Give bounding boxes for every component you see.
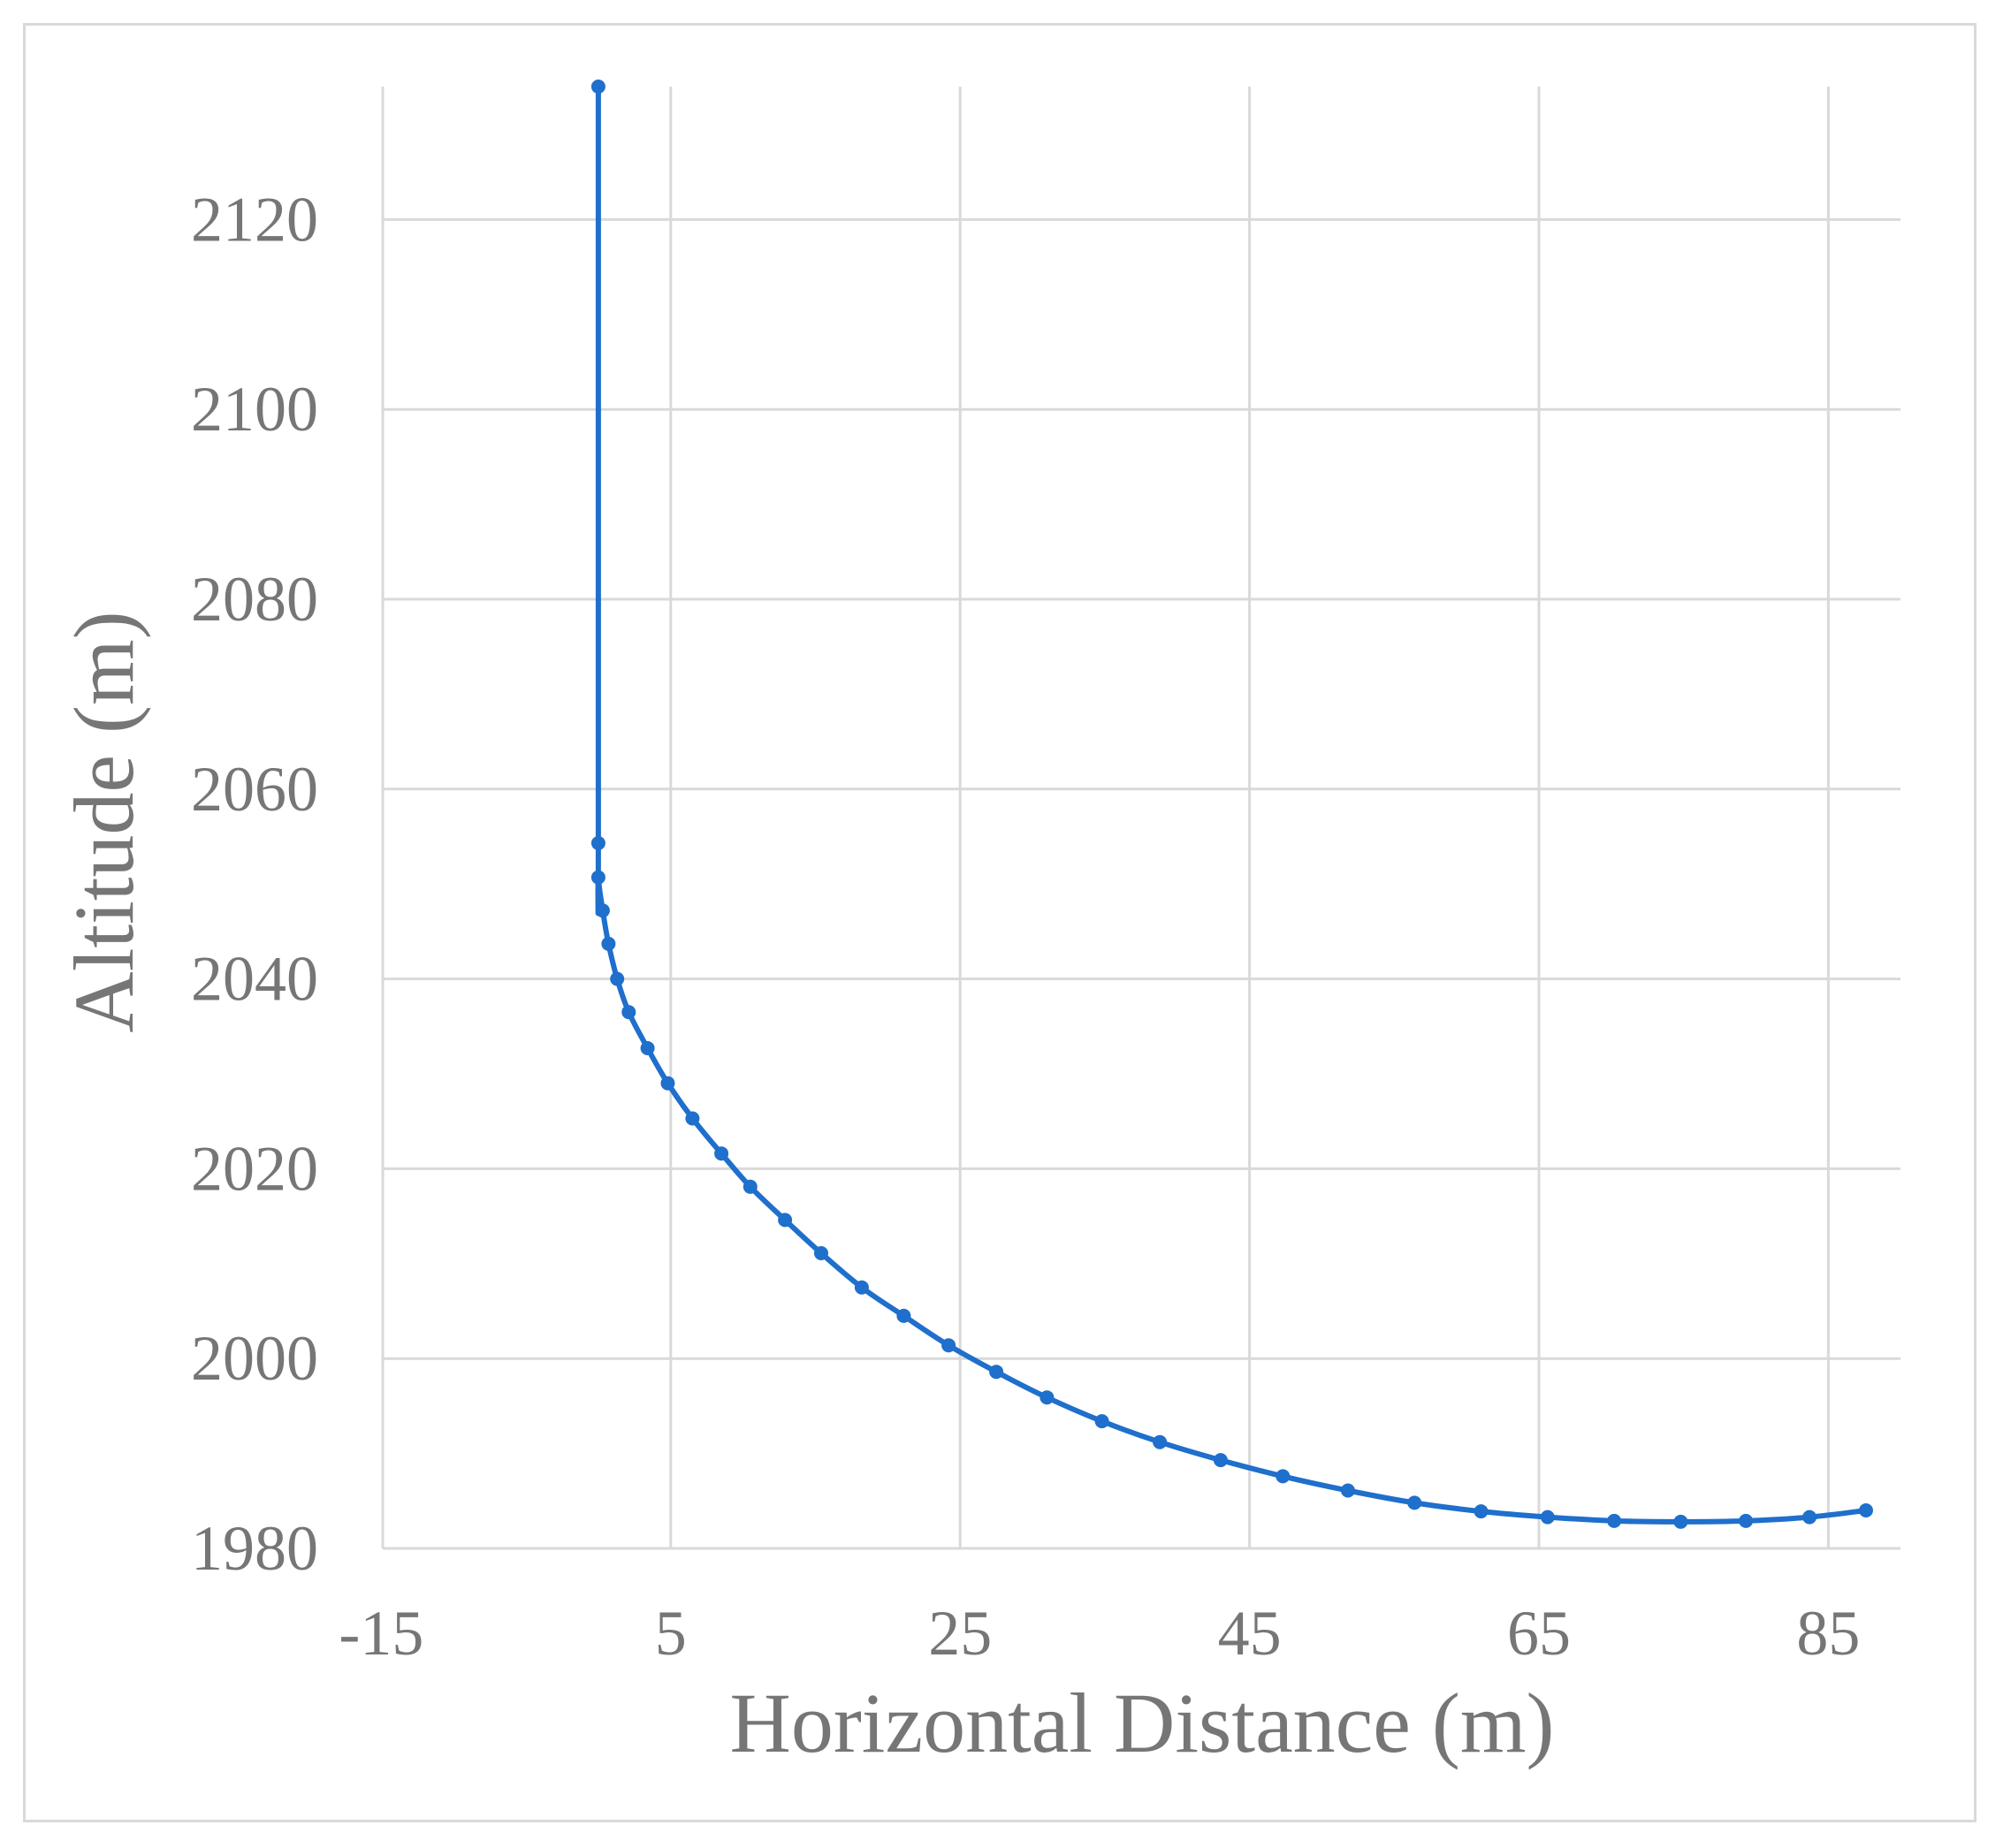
data-point: [610, 971, 625, 986]
data-point: [685, 1111, 700, 1126]
data-point: [621, 1005, 636, 1020]
y-tick-label: 2120: [191, 184, 318, 255]
x-tick-label: -15: [339, 1598, 423, 1669]
data-point: [1407, 1495, 1422, 1510]
data-point: [590, 836, 605, 850]
x-tick-label: 85: [1796, 1598, 1860, 1669]
data-point: [743, 1179, 758, 1194]
data-point: [590, 870, 605, 885]
y-tick-label: 2100: [191, 374, 318, 445]
y-tick-label: 1980: [191, 1513, 318, 1584]
y-axis-title: Altitude (m): [57, 611, 151, 1032]
x-tick-label: 5: [655, 1598, 687, 1669]
data-point: [896, 1308, 911, 1323]
data-point: [660, 1076, 675, 1091]
data-point: [595, 903, 610, 918]
y-tick-label: 2000: [191, 1323, 318, 1394]
data-point: [778, 1213, 793, 1228]
data-point: [1276, 1469, 1291, 1484]
data-point: [1859, 1503, 1873, 1517]
data-point: [590, 80, 605, 94]
y-tick-label: 2040: [191, 944, 318, 1015]
x-axis-title: Horizontal Distance (m): [730, 1676, 1555, 1770]
data-point: [1607, 1513, 1622, 1528]
y-tick-label: 2020: [191, 1133, 318, 1204]
y-gridlines: [383, 217, 1900, 1360]
data-point: [1213, 1453, 1228, 1468]
data-point: [814, 1246, 828, 1260]
data-point: [1802, 1510, 1817, 1525]
y-tick-labels: 1980 2000 2020 2040 2060 2080 2100 2120: [191, 184, 318, 1584]
x-gridlines: [669, 87, 1830, 1548]
data-point: [1739, 1513, 1754, 1528]
data-point: [640, 1041, 655, 1055]
data-point: [1540, 1510, 1555, 1525]
x-tick-labels: -15 5 25 45 65 85: [339, 1598, 1860, 1669]
data-point: [854, 1280, 869, 1295]
x-tick-label: 25: [928, 1598, 992, 1669]
axes: [381, 87, 1900, 1550]
data-point: [1340, 1483, 1355, 1498]
series-altitude: [590, 80, 1873, 1529]
y-tick-label: 2060: [191, 754, 318, 825]
y-tick-label: 2080: [191, 564, 318, 635]
x-tick-label: 45: [1218, 1598, 1282, 1669]
data-point: [941, 1338, 956, 1353]
data-point: [1474, 1504, 1489, 1519]
data-point: [1040, 1390, 1055, 1405]
data-point: [714, 1146, 729, 1161]
x-tick-label: 65: [1507, 1598, 1571, 1669]
data-point: [1673, 1514, 1688, 1529]
data-point: [1094, 1414, 1109, 1429]
data-point: [1153, 1434, 1168, 1449]
data-point: [989, 1365, 1004, 1380]
series-line: [595, 84, 1869, 1525]
data-point: [601, 936, 616, 951]
